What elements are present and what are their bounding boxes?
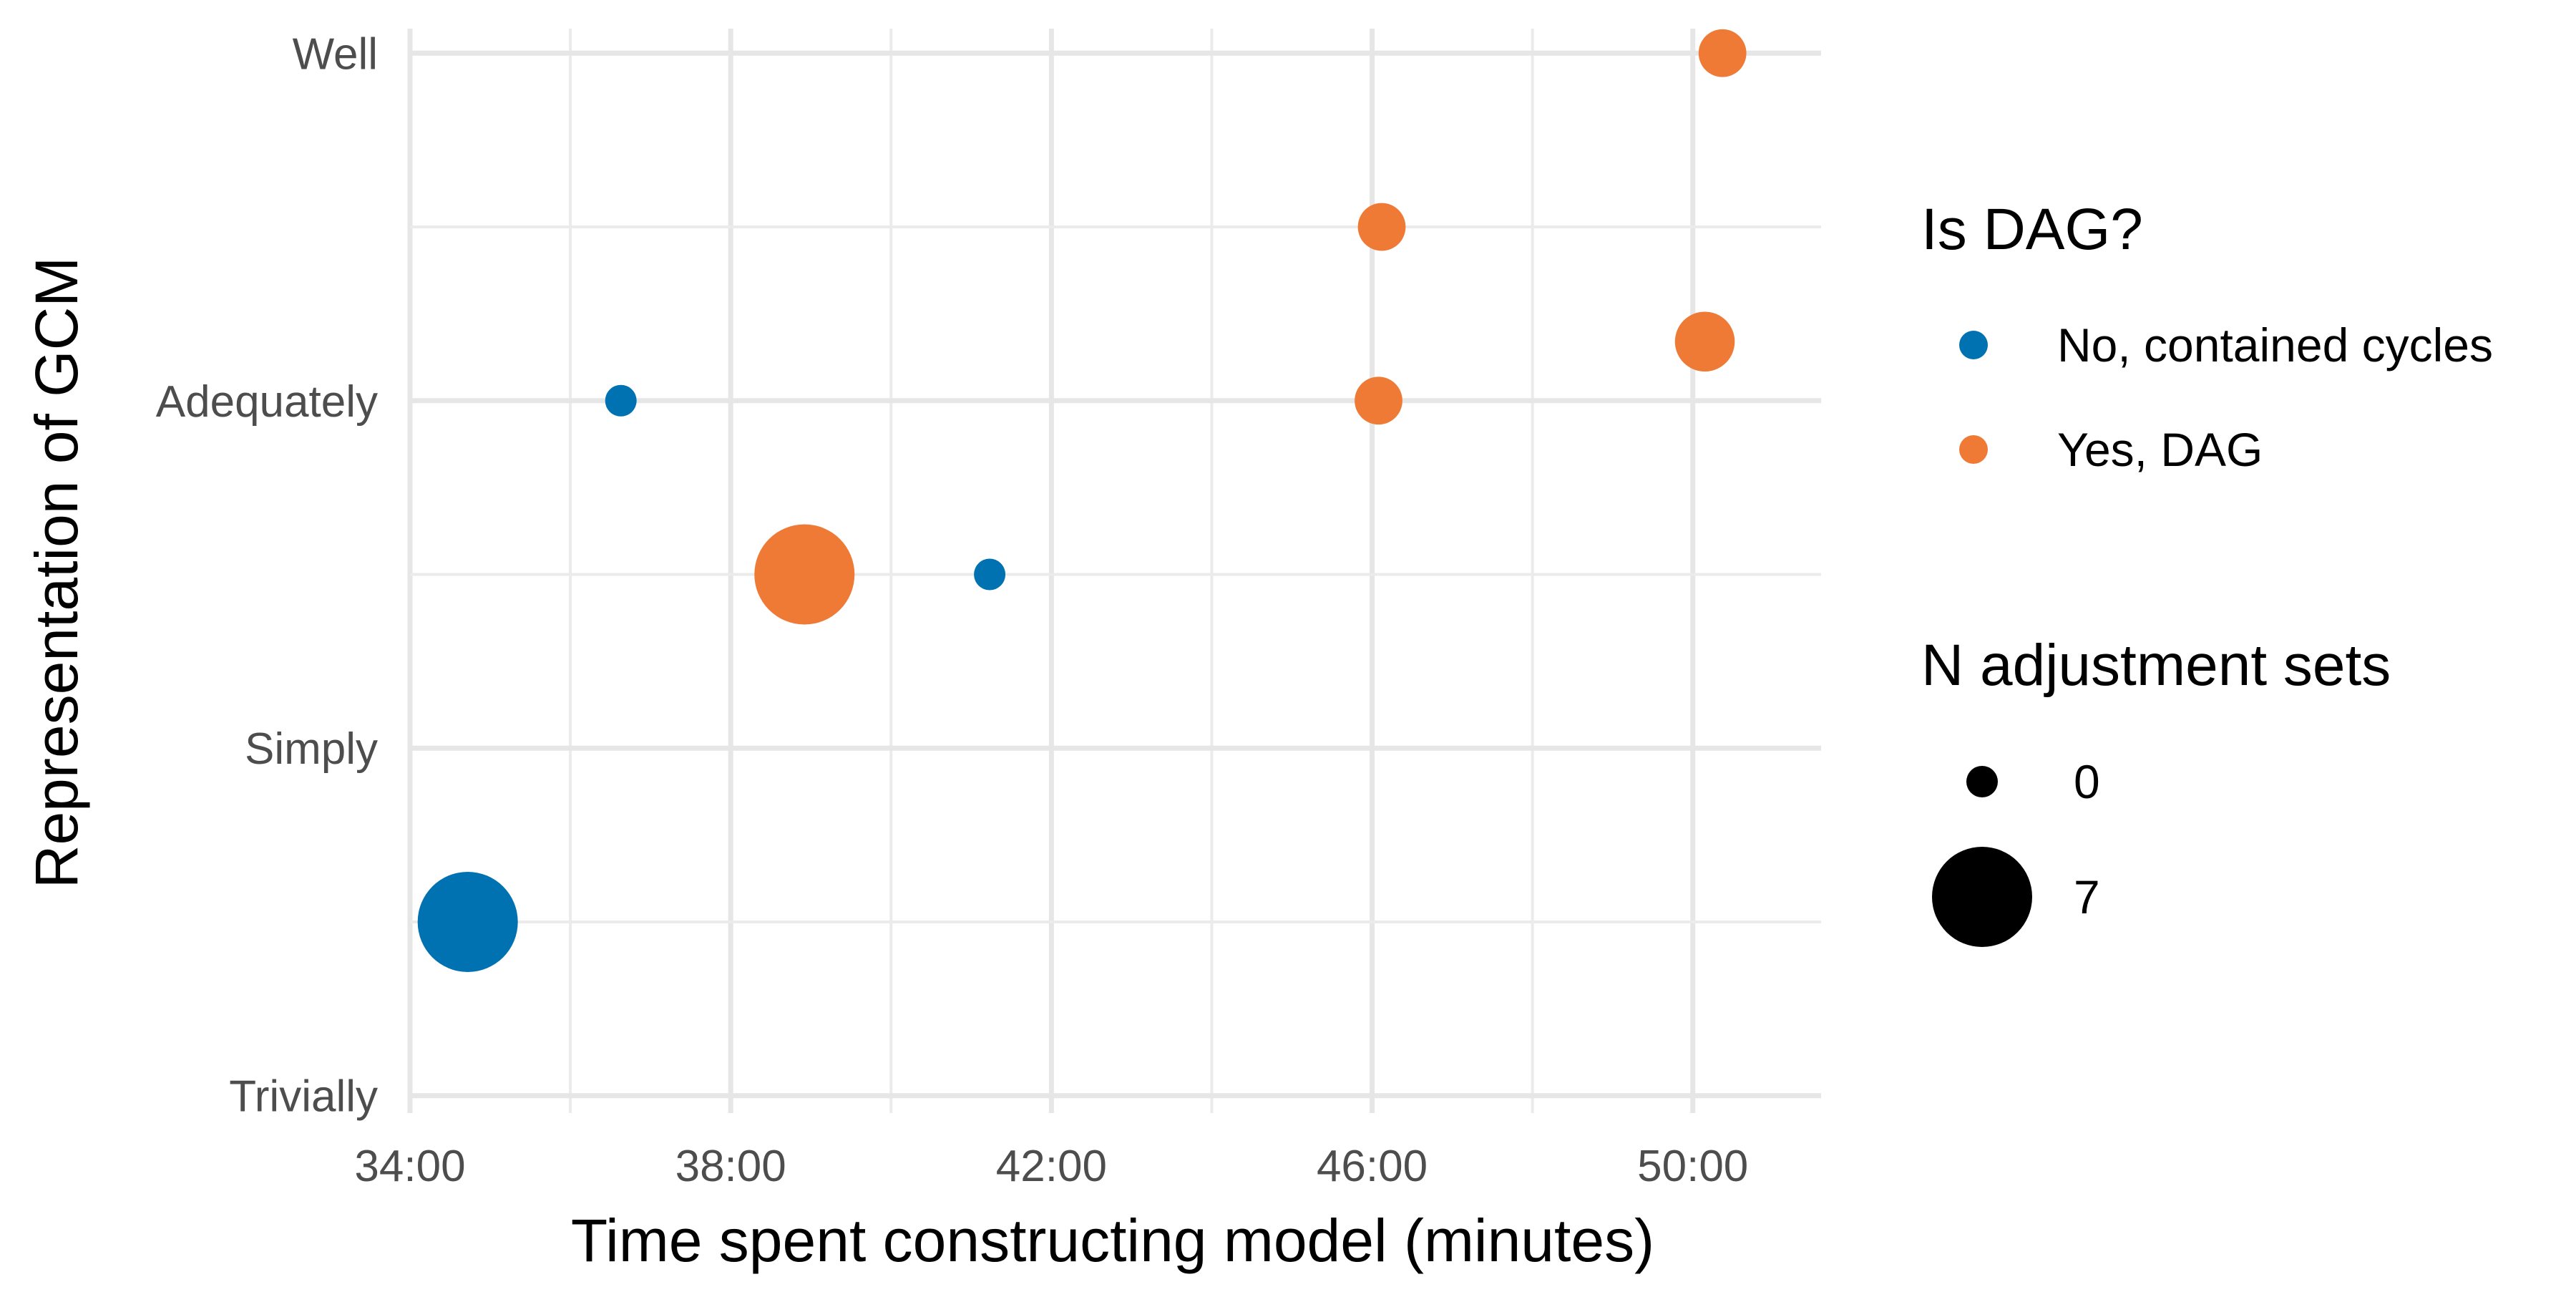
legend: Is DAG? No, contained cycles Yes, DAG N a… — [1921, 197, 2493, 947]
data-points — [417, 29, 1747, 972]
size-legend-entries: 07 — [1932, 755, 2100, 947]
legend-color-key — [1959, 435, 1988, 464]
x-tick-label: 34:00 — [354, 1142, 465, 1191]
y-axis-title: Representation of GCM — [23, 257, 90, 888]
x-tick-label: 38:00 — [675, 1142, 786, 1191]
legend-size-key — [1966, 766, 1998, 797]
data-point — [1357, 203, 1406, 251]
x-tick-label: 50:00 — [1637, 1142, 1748, 1191]
legend-size-label: 0 — [2074, 755, 2100, 808]
y-tick-label: Trivially — [229, 1072, 378, 1122]
x-tick-label: 42:00 — [996, 1142, 1107, 1191]
y-axis-ticks: Trivially Simply Adequately Well — [156, 29, 378, 1121]
size-legend-title: N adjustment sets — [1921, 633, 2391, 698]
data-point — [1698, 29, 1747, 77]
data-point — [754, 524, 855, 625]
data-point — [1674, 311, 1735, 372]
y-tick-label: Well — [293, 29, 378, 79]
color-legend-entries: No, contained cycles Yes, DAG — [1959, 319, 2493, 476]
data-point — [974, 558, 1006, 591]
grid-lines — [407, 29, 1821, 1113]
color-legend: Is DAG? No, contained cycles Yes, DAG — [1921, 197, 2493, 476]
axes: 34:00 38:00 42:00 46:00 50:00 Trivially Simpl… — [23, 29, 1748, 1274]
data-point — [1355, 377, 1402, 425]
legend-size-key — [1932, 847, 2032, 947]
legend-color-label: Yes, DAG — [2057, 423, 2263, 476]
legend-size-label: 7 — [2074, 870, 2100, 923]
x-axis-ticks: 34:00 38:00 42:00 46:00 50:00 — [354, 1142, 1748, 1191]
legend-color-key — [1959, 331, 1988, 359]
x-axis-title: Time spent constructing model (minutes) — [571, 1207, 1654, 1274]
size-legend: N adjustment sets 07 — [1921, 633, 2391, 947]
x-tick-label: 46:00 — [1317, 1142, 1428, 1191]
data-point — [605, 384, 637, 417]
y-tick-label: Simply — [245, 724, 378, 774]
y-tick-label: Adequately — [156, 377, 378, 427]
color-legend-title: Is DAG? — [1921, 197, 2143, 262]
data-point — [417, 871, 518, 972]
legend-color-label: No, contained cycles — [2057, 319, 2493, 371]
